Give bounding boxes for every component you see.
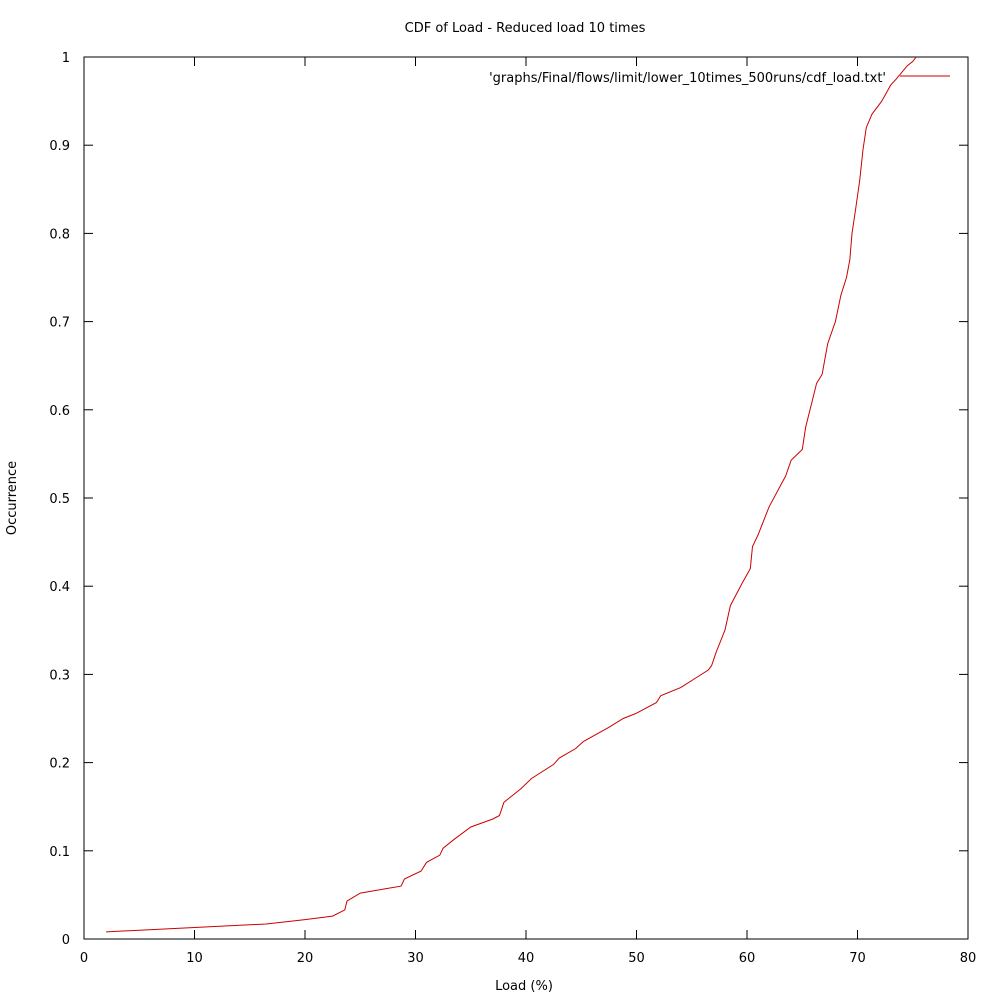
series-layer xyxy=(106,56,917,933)
x-tick-label: 50 xyxy=(628,951,645,966)
x-tick-label: 10 xyxy=(186,951,203,966)
x-tick-label: 20 xyxy=(297,951,314,966)
y-tick-label: 0 xyxy=(62,933,70,948)
y-tick-label: 0.3 xyxy=(49,668,70,683)
x-tick-label: 30 xyxy=(407,951,424,966)
y-tick-label: 0.7 xyxy=(49,316,70,331)
y-tick-label: 0.8 xyxy=(49,227,70,242)
plot-frame xyxy=(83,56,969,940)
x-tick-label: 60 xyxy=(739,951,756,966)
x-tick-label: 80 xyxy=(960,951,977,966)
y-tick-label: 0.4 xyxy=(49,580,70,595)
y-tick-label: 0.5 xyxy=(49,492,70,507)
legend: 'graphs/Final/flows/limit/lower_10times_… xyxy=(489,71,950,86)
chart-title: CDF of Load - Reduced load 10 times xyxy=(405,21,646,36)
axis-ticks: 0 10 20 30 40 50 60 70 80 0 0.1 0.2 0.3 0.4 0.5 0.6 0.7 0… xyxy=(49,51,976,966)
y-tick-label: 0.9 xyxy=(49,139,70,154)
y-tick-label: 0.6 xyxy=(49,404,70,419)
x-tick-label: 70 xyxy=(849,951,866,966)
x-tick-label: 0 xyxy=(80,951,88,966)
series-line xyxy=(106,56,917,933)
legend-label: 'graphs/Final/flows/limit/lower_10times_… xyxy=(489,71,886,86)
y-tick-label: 0.2 xyxy=(49,757,70,772)
x-axis-label: Load (%) xyxy=(495,979,553,994)
y-axis-label: Occurrence xyxy=(5,461,20,535)
y-tick-label: 0.1 xyxy=(49,845,70,860)
y-tick-label: 1 xyxy=(62,51,70,66)
x-tick-label: 40 xyxy=(518,951,535,966)
